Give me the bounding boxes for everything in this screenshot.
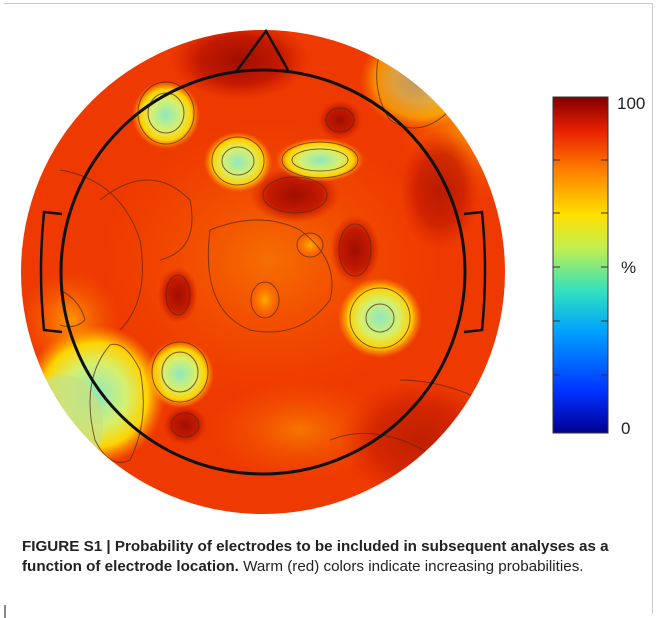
scalp-map [21, 28, 505, 514]
figure-caption: FIGURE S1 | Probability of electrodes to… [22, 537, 632, 577]
divider [4, 605, 6, 618]
colorbar-unit-label: % [621, 258, 637, 277]
colorbar-max-label: 100 [617, 94, 646, 113]
colorbar-min-label: 0 [621, 419, 631, 438]
caption-title: FIGURE S1 | Probability of electrodes to… [22, 538, 609, 575]
figure-frame [4, 3, 653, 614]
caption-body: Warm (red) colors indicate increasing pr… [238, 558, 584, 575]
colorbar [552, 96, 609, 434]
colorbar-ticks [553, 159, 608, 376]
